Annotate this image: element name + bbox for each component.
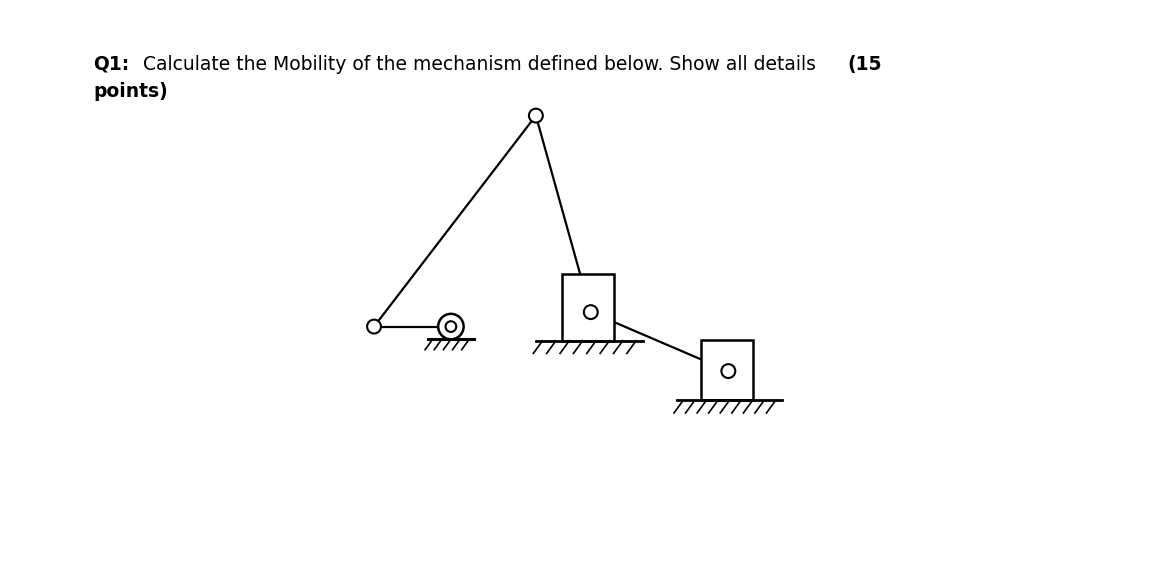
Circle shape bbox=[439, 314, 463, 339]
Circle shape bbox=[722, 364, 735, 378]
Text: (15: (15 bbox=[847, 55, 881, 74]
Text: Q1:: Q1: bbox=[94, 55, 130, 74]
Text: Calculate the Mobility of the mechanism defined below. Show all details: Calculate the Mobility of the mechanism … bbox=[143, 55, 821, 74]
Circle shape bbox=[367, 320, 381, 334]
Circle shape bbox=[529, 109, 543, 123]
Circle shape bbox=[446, 321, 456, 332]
Bar bbox=[562, 274, 614, 340]
Text: points): points) bbox=[94, 82, 168, 101]
Circle shape bbox=[584, 305, 598, 319]
Bar bbox=[701, 340, 752, 400]
